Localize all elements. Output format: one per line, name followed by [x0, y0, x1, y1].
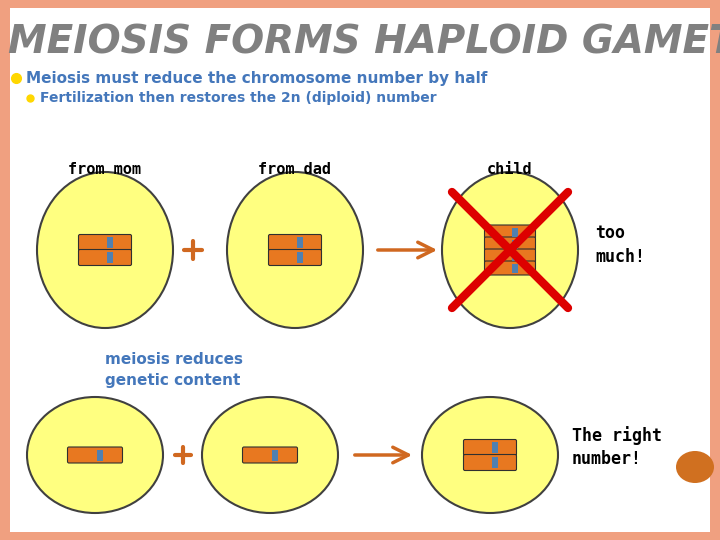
Bar [512, 252, 518, 260]
Bar [492, 457, 498, 468]
Text: too
much!: too much! [595, 224, 645, 266]
FancyBboxPatch shape [78, 249, 132, 266]
Bar [107, 252, 113, 263]
Bar [107, 237, 113, 248]
Bar [297, 237, 303, 248]
FancyBboxPatch shape [485, 237, 536, 251]
Ellipse shape [37, 172, 173, 328]
Ellipse shape [442, 172, 578, 328]
Bar [710, 0, 720, 540]
Bar [0, 0, 720, 8]
Ellipse shape [676, 451, 714, 483]
Bar [0, 532, 720, 540]
Text: Fertilization then restores the 2n (diploid) number: Fertilization then restores the 2n (dipl… [40, 91, 436, 105]
FancyBboxPatch shape [485, 225, 536, 239]
FancyBboxPatch shape [485, 249, 536, 263]
FancyBboxPatch shape [78, 234, 132, 251]
Bar [492, 442, 498, 453]
FancyBboxPatch shape [485, 261, 536, 275]
FancyBboxPatch shape [464, 440, 516, 456]
Ellipse shape [422, 397, 558, 513]
Ellipse shape [227, 172, 363, 328]
Ellipse shape [202, 397, 338, 513]
FancyBboxPatch shape [269, 234, 322, 251]
Bar [97, 449, 103, 461]
FancyBboxPatch shape [68, 447, 122, 463]
Text: Meiosis must reduce the chromosome number by half: Meiosis must reduce the chromosome numbe… [26, 71, 487, 85]
Bar [297, 252, 303, 263]
Bar [272, 449, 278, 461]
Ellipse shape [27, 397, 163, 513]
Text: from dad: from dad [258, 163, 331, 178]
Bar [512, 227, 518, 237]
Text: child: child [487, 163, 533, 178]
Bar [512, 240, 518, 248]
FancyBboxPatch shape [243, 447, 297, 463]
Text: The right
number!: The right number! [572, 426, 662, 468]
Text: from mom: from mom [68, 163, 142, 178]
Bar [512, 264, 518, 273]
FancyBboxPatch shape [269, 249, 322, 266]
Bar [0, 0, 10, 540]
Text: MEIOSIS FORMS HAPLOID GAMETES: MEIOSIS FORMS HAPLOID GAMETES [8, 23, 720, 61]
Text: meiosis reduces
genetic content: meiosis reduces genetic content [105, 352, 243, 388]
FancyBboxPatch shape [464, 455, 516, 470]
